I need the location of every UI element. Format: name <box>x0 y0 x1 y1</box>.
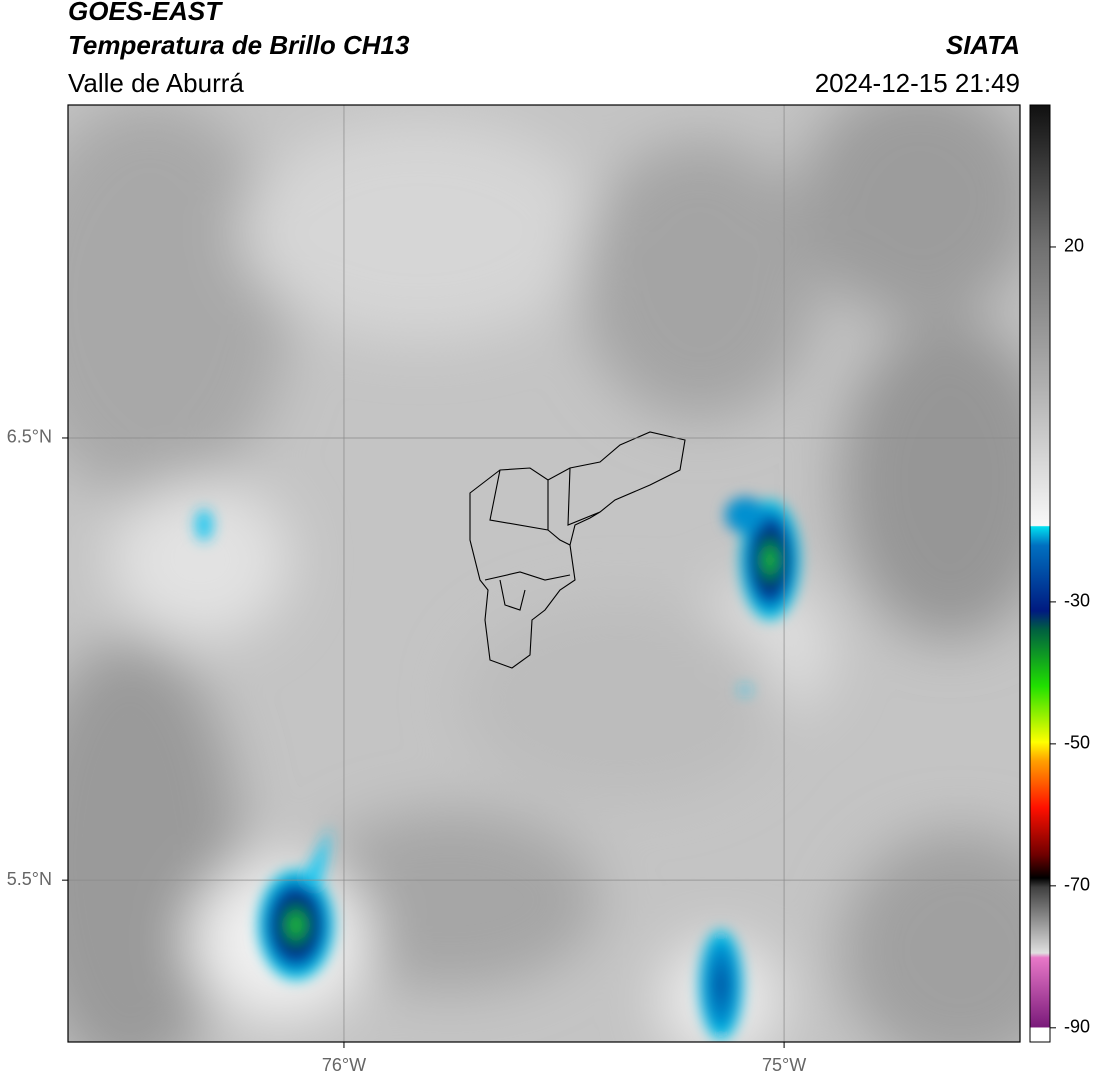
municipality-boundaries <box>469 431 686 669</box>
subtitle: Temperatura de Brillo CH13 <box>68 30 410 60</box>
colorbar-tick-label: -90 <box>1064 1017 1090 1037</box>
map-frame <box>67 104 1021 1043</box>
colorbar-tick-label: -70 <box>1064 875 1090 895</box>
title: GOES-EAST <box>68 0 223 26</box>
y-tick-label: 6.5°N <box>7 427 52 447</box>
source: SIATA <box>946 30 1020 60</box>
colorbar-tick-label: -30 <box>1064 591 1090 611</box>
colorbar <box>1029 104 1051 1043</box>
x-tick-label: 76°W <box>322 1055 366 1075</box>
datetime: 2024-12-15 21:49 <box>815 68 1020 98</box>
colorbar-tick-label: 20 <box>1064 236 1084 256</box>
graticule <box>68 105 1020 1042</box>
colorbar-tick-label: -50 <box>1064 733 1090 753</box>
region: Valle de Aburrá <box>68 68 244 98</box>
satellite-image <box>68 105 1020 1042</box>
y-tick-label: 5.5°N <box>7 869 52 889</box>
x-tick-label: 75°W <box>762 1055 806 1075</box>
